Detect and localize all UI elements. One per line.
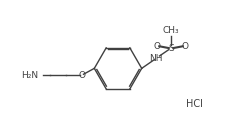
- Text: H₂N: H₂N: [21, 71, 38, 80]
- Text: CH₃: CH₃: [163, 26, 179, 35]
- Text: NH: NH: [150, 54, 163, 63]
- Text: O: O: [78, 71, 85, 80]
- Text: O: O: [154, 42, 161, 51]
- Text: S: S: [168, 44, 174, 53]
- Text: O: O: [181, 42, 188, 51]
- Text: HCl: HCl: [186, 100, 203, 110]
